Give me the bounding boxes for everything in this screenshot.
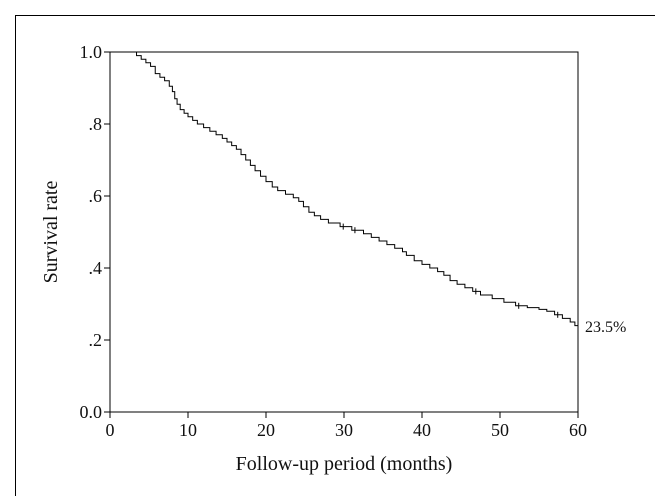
x-tick-label: 60	[569, 420, 587, 440]
y-tick-label: 0.0	[80, 402, 103, 422]
x-tick-label: 50	[491, 420, 509, 440]
censor-marks	[342, 223, 559, 318]
x-tick-label: 0	[106, 420, 115, 440]
y-tick-label: .4	[89, 258, 103, 278]
y-tick-label: .6	[89, 186, 103, 206]
y-tick-label: 1.0	[80, 42, 103, 62]
y-axis-ticks: 0.0 .2 .4 .6 .8 1.0	[80, 42, 110, 422]
y-axis-title: Survival rate	[40, 181, 62, 284]
x-axis-title: Follow-up period (months)	[236, 453, 453, 475]
x-tick-label: 40	[413, 420, 431, 440]
x-axis-ticks: 0 10 20 30 40 50 60	[106, 412, 587, 440]
survival-curve	[110, 51, 579, 412]
figure-frame	[15, 15, 655, 496]
x-tick-label: 10	[179, 420, 197, 440]
x-tick-label: 20	[257, 420, 275, 440]
y-tick-label: .8	[89, 114, 103, 134]
x-tick-label: 30	[335, 420, 353, 440]
y-tick-label: .2	[89, 330, 103, 350]
final-survival-annotation: 23.5%	[585, 319, 626, 336]
